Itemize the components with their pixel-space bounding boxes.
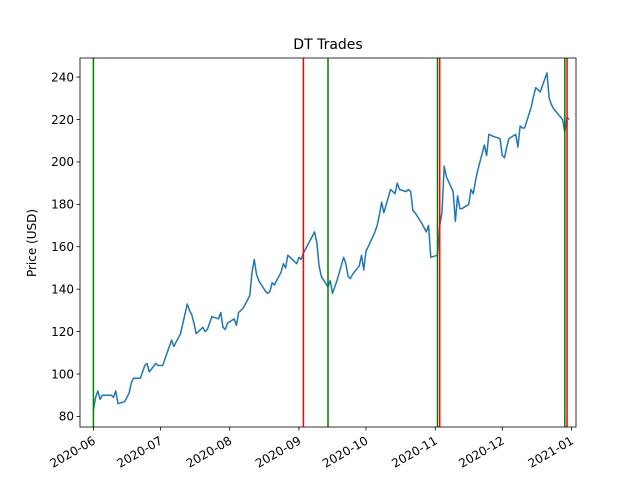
- price-series-line: [92, 72, 570, 411]
- y-tick-label: 140: [51, 282, 74, 296]
- y-tick-label: 240: [51, 70, 74, 84]
- plot-frame: [79, 57, 577, 428]
- y-tick-label: 120: [51, 325, 74, 339]
- y-axis-label: Price (USD): [25, 209, 39, 277]
- y-tick-label: 160: [51, 240, 74, 254]
- y-tick-label: 220: [51, 113, 74, 127]
- y-tick-label: 180: [51, 198, 74, 212]
- chart-title: DT Trades: [293, 37, 362, 53]
- y-tick-label: 200: [51, 155, 74, 169]
- y-tick-label: 100: [51, 367, 74, 381]
- y-tick-label: 80: [59, 410, 74, 424]
